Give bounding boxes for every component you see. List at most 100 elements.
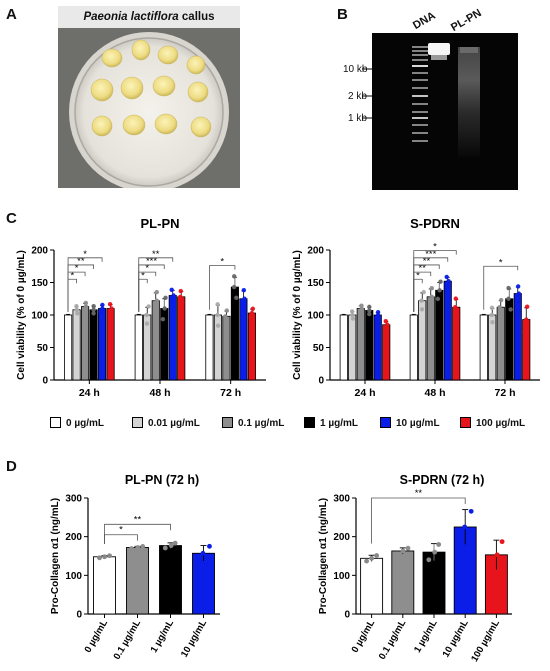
y-tick-label: 200 [65,532,82,543]
data-point [83,300,89,306]
data-point [516,291,522,296]
data-point [457,540,463,546]
bar [391,550,415,615]
data-point [490,319,495,325]
bar [356,308,365,381]
data-point [102,554,107,560]
bar [373,314,382,381]
x-tick-label: 0 µg/mL [83,618,111,655]
y-tick-label: 300 [333,494,350,505]
bar [89,309,98,381]
bar [239,298,248,381]
legend-label-0: 0 µg/mL [66,418,104,429]
significance-bracket [209,265,236,310]
chart-title: PL-PN (72 h) [125,473,199,487]
gel-lane-label-plpn: PL-PN [449,7,484,35]
data-point [74,304,79,309]
x-tick-label: 0 µg/mL [350,618,378,655]
data-point [489,305,495,311]
data-point [129,546,134,551]
data-point [359,303,364,308]
bar [93,556,116,615]
data-point [195,557,201,563]
y-tick-label: 0 [344,610,350,621]
significance-bracket [138,257,174,312]
data-point [383,326,389,331]
data-point [499,539,505,545]
data-point [154,289,160,295]
data-point [75,311,80,316]
concentration-legend: 0 µg/mL 0.01 µg/mL 0.1 µg/mL 1 µg/mL 10 … [50,416,540,432]
data-point [350,312,355,318]
viability-chart-spdrn: S-PDRN Cell viability (% of 0 µg/mL) 0 50 10… [292,216,540,399]
bar [168,295,177,381]
bar [488,314,497,381]
data-point [444,283,450,288]
y-tick-label: 150 [307,278,324,289]
data-point [91,311,96,316]
x-tick-label: 72 h [220,387,241,399]
data-point [385,322,390,327]
data-point [224,319,229,325]
data-point [140,544,146,549]
data-point [223,314,228,319]
legend-item-3: 1 µg/mL [304,416,358,432]
significance-label: ** [423,256,431,267]
bar [496,306,505,381]
data-point [168,543,174,548]
bar [382,324,391,381]
significance-label: *** [425,249,436,260]
bar [126,547,149,615]
significance-label: ** [134,514,142,525]
significance-label: * [119,525,123,536]
legend-item-4: 10 µg/mL [380,416,440,432]
y-tick-label: 100 [333,571,350,582]
legend-swatch-1 [132,417,143,428]
data-point [215,302,220,307]
data-point [91,307,96,312]
data-point [435,296,441,302]
data-point [234,295,239,300]
significance-label: * [433,242,437,253]
legend-item-1: 0.01 µg/mL [132,416,200,432]
y-tick-label: 300 [65,494,82,505]
y-tick-label: 100 [31,311,48,322]
data-point [242,296,247,301]
significance-label: ** [77,256,85,267]
legend-label-2: 0.1 µg/mL [238,418,285,429]
bar [159,545,182,615]
data-point [453,296,458,301]
bar [230,286,239,381]
bar [106,308,115,381]
significance-label: * [220,257,224,268]
x-tick-label: 24 h [354,387,375,399]
data-point [429,303,434,308]
data-point [468,508,474,514]
significance-label: * [141,270,145,281]
x-tick-label: 1 µg/mL [412,618,440,655]
data-point [109,306,114,311]
bar [64,314,73,381]
panel-letter-a: A [6,6,17,23]
data-point [107,553,112,559]
legend-swatch-3 [304,417,315,428]
data-point [432,549,438,555]
significance-bracket [67,257,103,312]
data-point [364,558,370,564]
data-point [383,318,388,324]
legend-item-2: 0.1 µg/mL [222,416,284,432]
bar [339,314,348,381]
chart-title: S-PDRN (72 h) [400,473,485,487]
data-point [524,304,530,309]
data-point [242,305,247,310]
significance-label: *** [146,256,157,267]
y-tick-label: 50 [37,343,49,354]
data-point [438,279,443,284]
data-point [146,304,151,309]
significance-label: ** [415,488,423,499]
chart-title: PL-PN [141,216,180,231]
data-point [144,312,149,318]
data-point [100,306,105,311]
data-point [498,297,504,303]
legend-swatch-0 [50,417,61,428]
